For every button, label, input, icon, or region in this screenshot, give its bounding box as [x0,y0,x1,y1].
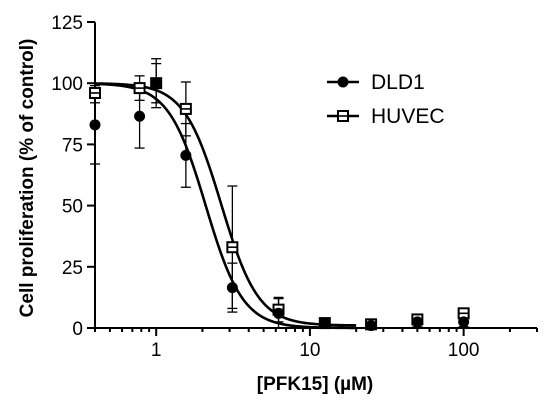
point-huvec [226,241,239,254]
legend-marker-huvec [337,110,349,122]
point-dld1 [180,149,192,161]
error-bars [90,58,469,329]
point-dld1 [411,316,423,328]
legend-marker-dld1 [337,76,349,88]
y-tick-label: 0 [72,319,83,340]
point-dld1 [458,316,470,328]
y-tick-label: 75 [62,135,83,156]
point-huvec [179,102,192,115]
legend-label-dld1: DLD1 [371,71,425,94]
x-tick-label: 1 [151,340,162,361]
fit-curve-dld1 [94,82,357,330]
fit-curves [94,82,357,330]
legend-label-huvec: HUVEC [371,105,445,128]
point-dld1 [319,317,331,329]
point-dld1 [150,77,162,89]
axes: 0 25 50 75 100 125 1 10 100 [51,13,538,361]
point-dld1 [365,320,377,332]
legend: DLD1 HUVEC [327,71,445,128]
x-tick-label: 100 [448,340,480,361]
data-points [89,77,470,332]
x-tick-label: 10 [299,340,320,361]
y-tick-label: 25 [62,258,83,279]
point-dld1 [273,307,285,319]
point-huvec [89,86,101,99]
x-axis-title: [PFK15] (µM) [257,374,374,395]
point-dld1 [226,282,238,294]
y-tick-label: 50 [62,197,83,218]
fit-curve-huvec [94,82,357,327]
y-tick-label: 100 [51,74,83,95]
y-tick-label: 125 [51,13,83,34]
point-dld1 [134,110,146,122]
point-dld1 [89,119,101,131]
y-axis-title: Cell proliferation (% of control) [17,39,38,318]
point-huvec [133,82,146,95]
